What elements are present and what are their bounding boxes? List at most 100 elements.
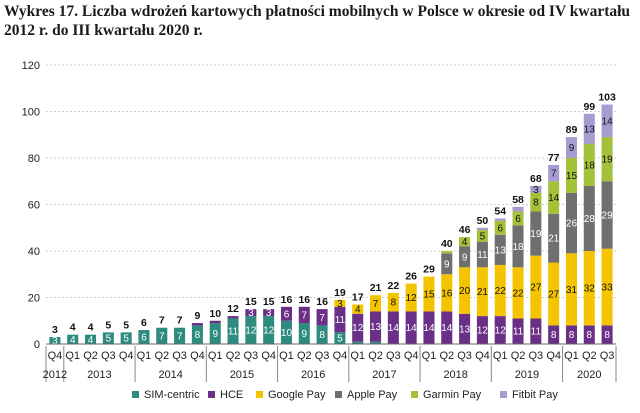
total-label: 58 (512, 194, 524, 206)
x-tick-year: 2013 (87, 369, 111, 381)
bar-segment (548, 213, 560, 263)
total-label: 77 (548, 152, 560, 164)
bar-segment (601, 104, 613, 138)
x-tick-quarter: Q4 (333, 350, 348, 362)
total-label: 4 (88, 322, 94, 334)
data-label: 8 (391, 298, 397, 309)
data-label: 19 (602, 155, 614, 166)
y-tick-label: 20 (28, 293, 40, 305)
total-label: 3 (52, 324, 58, 336)
bar-segment (530, 318, 542, 344)
bar-segment (583, 325, 595, 344)
bar-segment (601, 137, 613, 182)
data-label: 9 (302, 329, 308, 340)
bar-segment (405, 283, 417, 312)
total-label: 19 (334, 287, 346, 299)
legend-swatch (132, 391, 139, 398)
data-label: 6 (284, 309, 290, 320)
data-label: 12 (263, 326, 275, 337)
total-label: 7 (177, 315, 183, 327)
data-label: 4 (88, 335, 94, 346)
data-label: 26 (566, 219, 578, 230)
x-tick-year: 2012 (43, 369, 67, 381)
bar-segment (191, 325, 203, 344)
data-label: 12 (495, 326, 507, 337)
x-tick-quarter: Q4 (261, 350, 276, 362)
data-label: 13 (495, 245, 507, 256)
x-tick-year: 2014 (158, 369, 182, 381)
bar-segment (565, 158, 577, 193)
total-label: 4 (70, 322, 76, 334)
bar-segment (583, 185, 595, 251)
total-label: 10 (209, 308, 221, 320)
data-label: 20 (459, 286, 471, 297)
total-label: 103 (598, 92, 616, 104)
legend-swatch (335, 391, 342, 398)
legend-swatch (256, 391, 263, 398)
bar-segment (494, 234, 506, 265)
bar-segment (548, 262, 560, 326)
bar-segment (423, 311, 435, 344)
total-label: 15 (263, 296, 275, 308)
data-label: 12 (406, 293, 418, 304)
bar-segment (476, 241, 488, 268)
bar-segment (352, 304, 364, 314)
data-label: 14 (602, 116, 614, 127)
bar-segment (565, 137, 577, 158)
data-label: 8 (604, 330, 610, 341)
bar-segment (476, 230, 488, 242)
bar-segment (441, 274, 453, 312)
data-label: 7 (302, 310, 308, 321)
bar-segment (494, 218, 506, 221)
data-label: 8 (319, 330, 325, 341)
x-tick-year: 2019 (515, 369, 539, 381)
data-label: 6 (497, 223, 503, 234)
bar-segment (298, 323, 310, 344)
bar-segment (476, 227, 488, 231)
legend-label: Google Pay (268, 389, 326, 401)
x-tick-quarter: Q3 (457, 350, 472, 362)
data-label: 8 (551, 330, 557, 341)
data-label: 28 (584, 214, 596, 225)
total-label: 89 (566, 124, 578, 136)
x-tick-quarter: Q1 (137, 350, 152, 362)
bar-segment (334, 306, 346, 333)
data-label: 3 (248, 308, 254, 319)
total-label: 26 (405, 271, 417, 283)
bar-segment (174, 327, 186, 344)
data-label: 15 (423, 290, 435, 301)
x-tick-year: 2015 (230, 369, 254, 381)
bar-segment (494, 316, 506, 344)
data-label: 13 (584, 124, 596, 135)
bar-segment (209, 323, 221, 344)
data-label: 9 (444, 259, 450, 270)
bar-segment (298, 306, 310, 324)
bar-segment (245, 316, 257, 344)
bar-segment (387, 311, 399, 344)
bar-segment (441, 251, 453, 254)
data-label: 9 (462, 252, 468, 263)
bar-segment (352, 341, 364, 344)
bar-segment (512, 318, 524, 344)
x-tick-quarter: Q4 (546, 350, 561, 362)
bar-segment (583, 113, 595, 145)
x-tick-quarter: Q3 (244, 350, 259, 362)
data-label: 8 (569, 330, 575, 341)
legend-label: Garmin Pay (423, 389, 482, 401)
data-label: 32 (584, 284, 596, 295)
data-label: 14 (406, 323, 418, 334)
total-label: 9 (194, 310, 200, 322)
bar-segment (548, 325, 560, 344)
data-label: 33 (602, 283, 614, 294)
bar-segment (601, 248, 613, 326)
data-label: 11 (228, 327, 239, 338)
bar-segment (85, 334, 97, 344)
legend-swatch (500, 391, 507, 398)
x-tick-year: 2016 (301, 369, 325, 381)
total-label: 17 (352, 291, 364, 303)
total-label: 22 (388, 280, 400, 292)
data-label: 19 (530, 229, 542, 240)
x-tick-quarter: Q1 (208, 350, 223, 362)
bar-segment (370, 311, 382, 342)
